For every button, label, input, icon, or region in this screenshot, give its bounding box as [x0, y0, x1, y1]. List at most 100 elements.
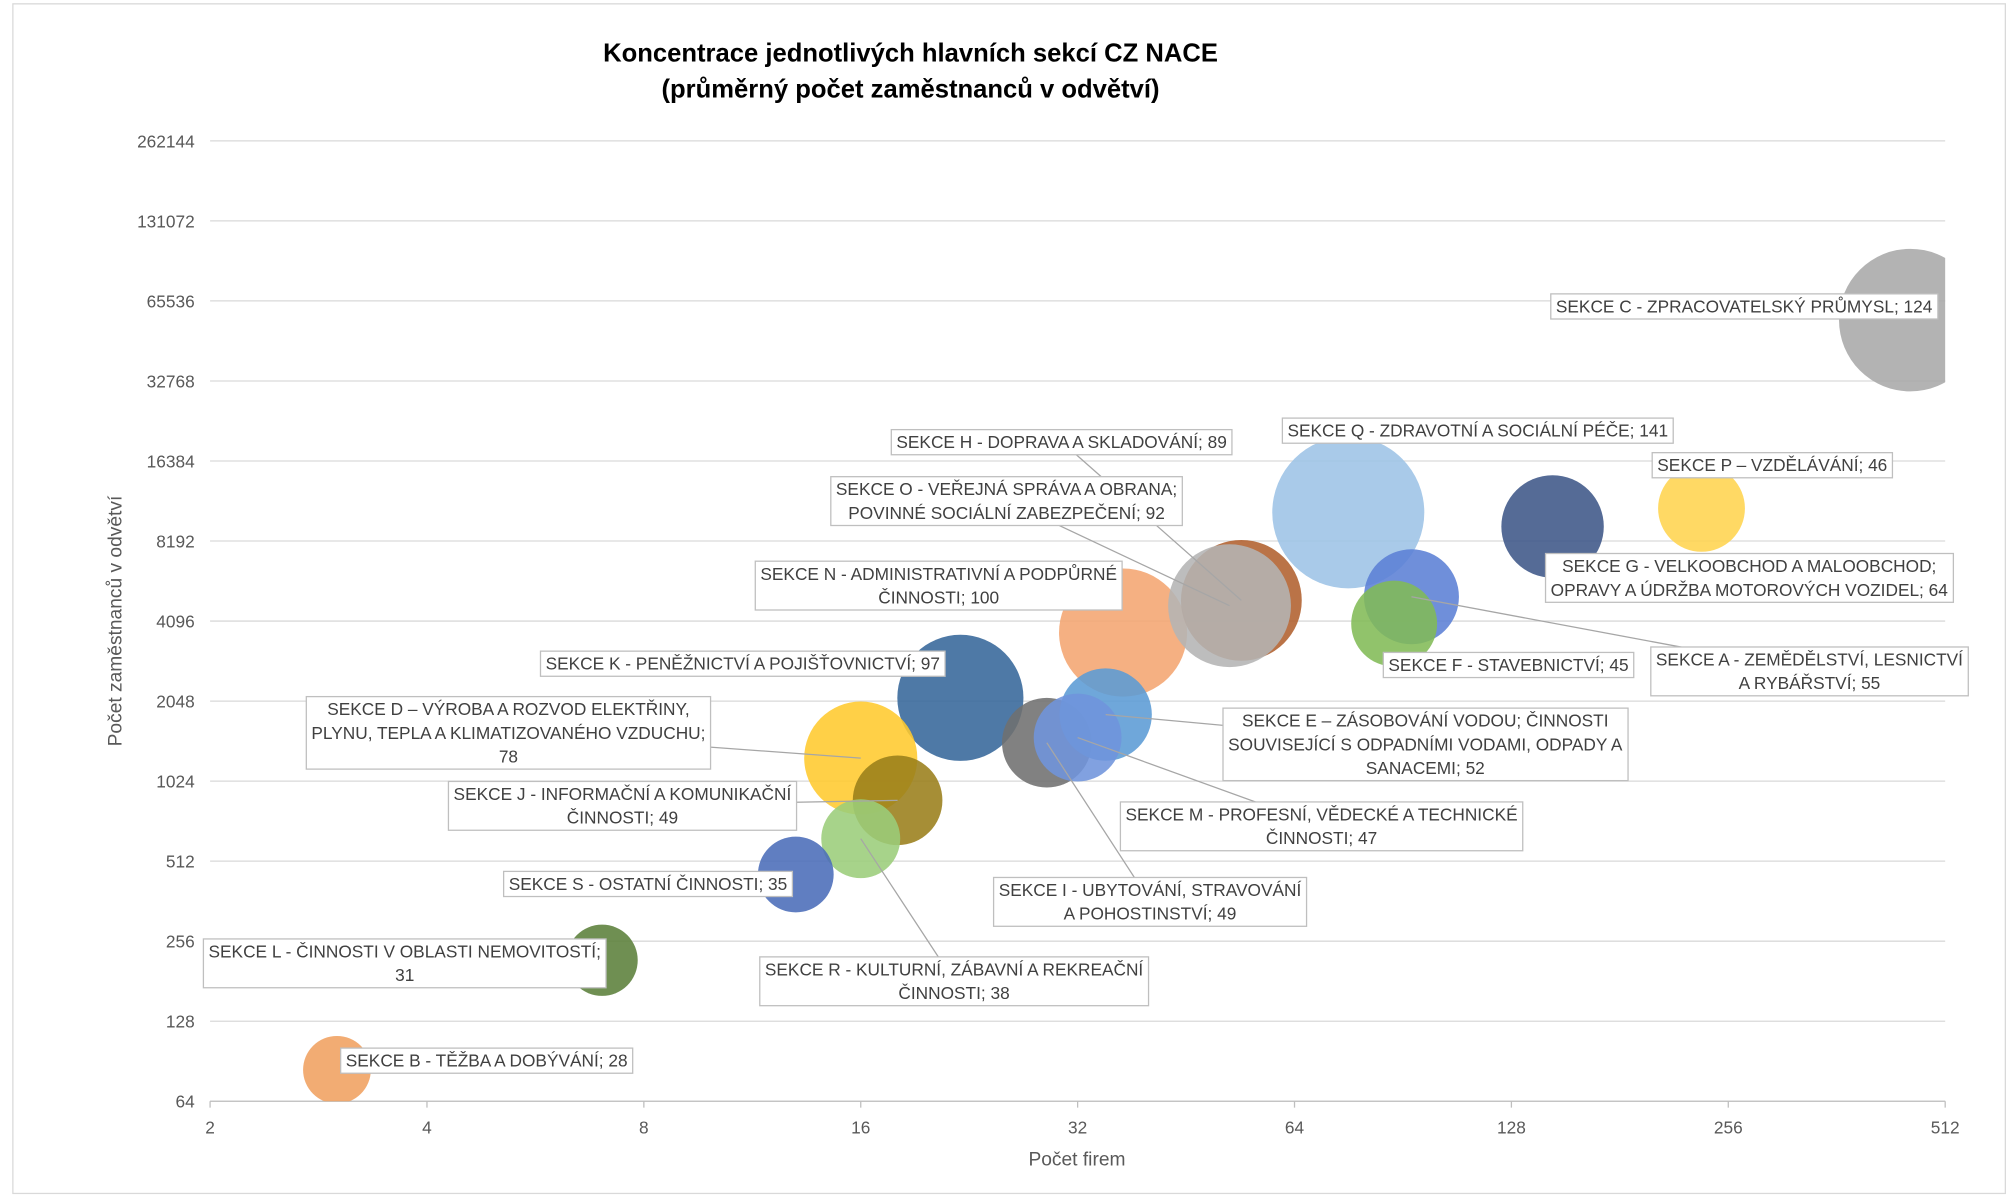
data-label-line: ČINNOSTI; 38: [898, 983, 1009, 1003]
data-label-line: SEKCE H - DOPRAVA A SKLADOVÁNÍ; 89: [896, 432, 1226, 452]
x-tick-label: 128: [1497, 1117, 1526, 1137]
data-label: SEKCE P – VZDĚLÁVÁNÍ; 46: [1657, 455, 1887, 475]
y-tick-label: 131072: [137, 211, 195, 231]
x-tick-label: 256: [1714, 1117, 1743, 1137]
data-label-line: 78: [499, 747, 518, 767]
data-label: SEKCE S - OSTATNÍ ČINNOSTI; 35: [509, 874, 788, 894]
data-label: SEKCE H - DOPRAVA A SKLADOVÁNÍ; 89: [896, 432, 1226, 452]
data-label-line: SEKCE O - VEŘEJNÁ SPRÁVA A OBRANA;: [836, 479, 1177, 499]
data-label-line: SEKCE A - ZEMĚDĚLSTVÍ, LESNICTVÍ: [1656, 650, 1963, 670]
data-label-line: SEKCE I - UBYTOVÁNÍ, STRAVOVÁNÍ: [999, 880, 1302, 900]
label-box: [305, 695, 712, 770]
y-tick-label: 512: [166, 852, 195, 872]
data-label-line: SEKCE F - STAVEBNICTVÍ; 45: [1388, 655, 1628, 675]
data-label: SEKCE D – VÝROBA A ROZVOD ELEKTŘINY, PLYN…: [311, 699, 705, 766]
x-tick-label: 2: [205, 1117, 215, 1137]
label-box: [340, 1047, 634, 1074]
y-axis-label: Počet zaměstnanců v odvětví: [106, 495, 127, 746]
x-axis-label: Počet firem: [1028, 1149, 1125, 1170]
x-tick-label: 64: [1285, 1117, 1305, 1137]
label-box: [1550, 293, 1939, 320]
label-box: [1222, 707, 1629, 782]
data-label: SEKCE B - TĚŽBA A DOBÝVÁNÍ; 28: [346, 1051, 628, 1071]
data-label-line: SEKCE K - PENĚŽNICTVÍ A POJIŠŤOVNICTVÍ; …: [546, 654, 940, 674]
data-labels: SEKCE C - ZPRACOVATELSKÝ PRŮMYSL; 124 SEK…: [202, 293, 1969, 1074]
data-label: SEKCE F - STAVEBNICTVÍ; 45: [1388, 655, 1628, 675]
data-label-line: SEKCE L - ČINNOSTI V OBLASTI NEMOVITOSTÍ…: [209, 942, 601, 962]
data-label-line: ČINNOSTI; 100: [878, 587, 999, 607]
data-label-line: PLYNU, TEPLA A KLIMATIZOVANÉHO VZDUCHU;: [311, 723, 705, 743]
data-label: SEKCE I - UBYTOVÁNÍ, STRAVOVÁNÍ A POHOSTI…: [999, 880, 1302, 924]
label-box: [1281, 417, 1674, 444]
y-tick-label: 128: [166, 1012, 195, 1032]
data-label: SEKCE M - PROFESNÍ, VĚDECKÉ A TECHNICKÉ Č…: [1126, 804, 1518, 848]
bubble: [1501, 475, 1604, 578]
leader-line: [1046, 742, 1151, 902]
label-box: [1650, 646, 1969, 697]
data-label-line: SEKCE Q - ZDRAVOTNÍ A SOCIÁLNÍ PÉČE; 141: [1287, 421, 1668, 441]
data-label-line: ČINNOSTI; 49: [567, 808, 678, 828]
data-label: SEKCE Q - ZDRAVOTNÍ A SOCIÁLNÍ PÉČE; 141: [1287, 421, 1668, 441]
bubble: [1168, 544, 1291, 668]
data-label-line: ČINNOSTI; 47: [1266, 828, 1377, 848]
label-box: [992, 876, 1308, 927]
y-tick-label: 64: [175, 1092, 195, 1112]
data-label-line: OPRAVY A ÚDRŽBA MOTOROVÝCH VOZIDEL; 64: [1551, 580, 1949, 600]
data-label-line: SEKCE R - KULTURNÍ, ZÁBAVNÍ A REKREAČNÍ: [765, 959, 1144, 979]
y-tick-label: 262144: [137, 131, 195, 151]
label-box: [1382, 651, 1635, 679]
y-tick-label: 32768: [147, 371, 195, 391]
data-label-line: A POHOSTINSTVÍ; 49: [1064, 904, 1237, 924]
y-tick-label: 4096: [156, 611, 194, 631]
data-label: SEKCE A - ZEMĚDĚLSTVÍ, LESNICTVÍ A RYBÁŘS…: [1656, 650, 1963, 694]
data-label: SEKCE J - INFORMAČNÍ A KOMUNIKAČNÍ ČINNOS…: [454, 784, 792, 828]
x-tick-label: 16: [851, 1117, 870, 1137]
data-label: SEKCE R - KULTURNÍ, ZÁBAVNÍ A REKREAČNÍ Č…: [765, 959, 1144, 1003]
data-label-line: POVINNÉ SOCIÁLNÍ ZABEZPEČENÍ; 92: [848, 503, 1165, 523]
chart-subtitle: (průměrný počet zaměstnanců v odvětví): [661, 75, 1159, 103]
data-label: SEKCE G - VELKOOBCHOD A MALOOBCHOD; OPRAV…: [1551, 556, 1949, 600]
y-tick-label: 65536: [147, 291, 195, 311]
label-box: [1651, 452, 1894, 479]
data-label-line: SEKCE J - INFORMAČNÍ A KOMUNIKAČNÍ: [454, 784, 792, 804]
data-label: SEKCE E – ZÁSOBOVÁNÍ VODOU; ČINNOSTI SOUV…: [1228, 711, 1623, 778]
label-box: [1544, 552, 1955, 603]
data-label: SEKCE O - VEŘEJNÁ SPRÁVA A OBRANA; POVINN…: [836, 479, 1177, 523]
data-label-line: SEKCE M - PROFESNÍ, VĚDECKÉ A TECHNICKÉ: [1126, 804, 1518, 824]
label-box: [539, 650, 946, 677]
data-label-line: SOUVISEJÍCÍ S ODPADNÍMI VODAMI, ODPADY A: [1228, 734, 1623, 754]
x-tick-label: 4: [422, 1117, 432, 1137]
x-tick-label: 32: [1068, 1117, 1087, 1137]
data-label-line: SEKCE P – VZDĚLÁVÁNÍ; 46: [1657, 455, 1887, 475]
bubble: [1272, 436, 1425, 589]
label-box: [1119, 801, 1524, 852]
chart-title: Koncentrace jednotlivých hlavních sekcí …: [603, 39, 1218, 67]
data-label: SEKCE K - PENĚŽNICTVÍ A POJIŠŤOVNICTVÍ; …: [546, 654, 940, 674]
y-tick-label: 16384: [147, 451, 195, 471]
data-label-line: SEKCE N - ADMINISTRATIVNÍ A PODPŮRNÉ: [760, 564, 1117, 584]
data-label-line: SANACEMI; 52: [1366, 758, 1485, 778]
data-label-line: A RYBÁŘSTVÍ; 55: [1739, 673, 1881, 693]
data-label: SEKCE C - ZPRACOVATELSKÝ PRŮMYSL; 124: [1556, 296, 1933, 316]
y-tick-label: 1024: [156, 772, 195, 792]
label-box: [754, 560, 1123, 611]
data-label: SEKCE L - ČINNOSTI V OBLASTI NEMOVITOSTÍ…: [209, 942, 601, 986]
y-tick-label: 256: [166, 932, 195, 952]
label-box: [202, 938, 607, 989]
y-tick-label: 2048: [156, 691, 194, 711]
data-label-line: SEKCE S - OSTATNÍ ČINNOSTI; 35: [509, 874, 788, 894]
data-label: SEKCE N - ADMINISTRATIVNÍ A PODPŮRNÉ ČINN…: [760, 564, 1117, 608]
x-tick-label: 512: [1931, 1117, 1960, 1137]
y-tick-label: 8192: [156, 531, 194, 551]
label-box: [502, 870, 794, 898]
data-label-line: SEKCE B - TĚŽBA A DOBÝVÁNÍ; 28: [346, 1051, 628, 1071]
bubble: [1351, 580, 1438, 667]
bubble: [1658, 464, 1745, 552]
data-label-line: SEKCE C - ZPRACOVATELSKÝ PRŮMYSL; 124: [1556, 296, 1933, 316]
label-box: [830, 476, 1183, 527]
data-label-line: 31: [395, 965, 414, 985]
data-label-line: SEKCE D – VÝROBA A ROZVOD ELEKTŘINY,: [327, 699, 689, 719]
label-box: [447, 780, 798, 831]
label-box: [759, 956, 1150, 1007]
data-label-line: SEKCE G - VELKOOBCHOD A MALOOBCHOD;: [1562, 556, 1936, 576]
